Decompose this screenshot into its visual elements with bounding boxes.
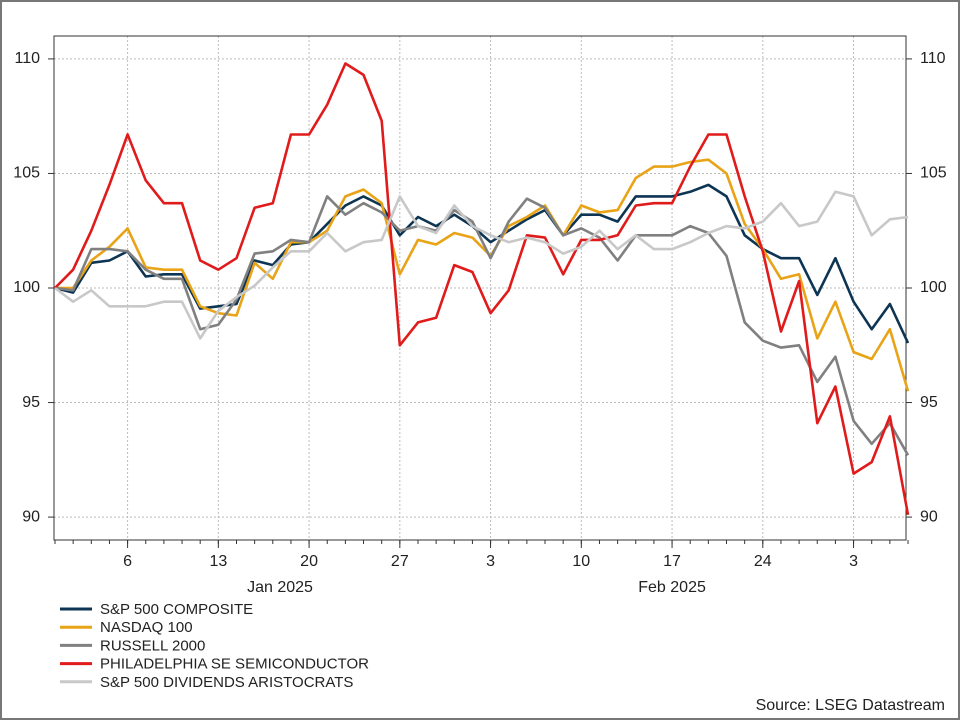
legend-label: S&P 500 COMPOSITE	[100, 601, 253, 618]
x-tick-label: 3	[849, 553, 858, 570]
y2-tick-label: 90	[920, 508, 938, 525]
legend-label: RUSSELL 2000	[100, 637, 205, 654]
y-tick-label: 95	[22, 394, 40, 411]
series-line	[54, 190, 909, 340]
y2-tick-label: 110	[920, 50, 946, 67]
x-tick-label: 13	[209, 553, 227, 570]
series-line	[55, 158, 910, 392]
y-tick-label: 110	[14, 50, 40, 67]
y2-tick-label: 95	[920, 394, 938, 411]
y2-tick-label: 105	[920, 165, 947, 182]
x-tick-label: 20	[300, 553, 318, 570]
x-tick-label: 3	[486, 553, 495, 570]
x-tick-label: 10	[572, 553, 590, 570]
series-line	[54, 195, 910, 456]
plot-frame	[53, 35, 907, 541]
legend-label: NASDAQ 100	[100, 619, 193, 636]
y-tick-label: 100	[13, 279, 40, 296]
y-tick-label: 105	[13, 165, 40, 182]
series-line	[54, 62, 910, 516]
legend-label: S&P 500 DIVIDENDS ARISTOCRATS	[100, 674, 353, 691]
legend-label: PHILADELPHIA SE SEMICONDUCTOR	[100, 656, 369, 673]
month-label: Feb 2025	[638, 579, 706, 596]
x-tick-label: 24	[754, 553, 772, 570]
y-tick-label: 90	[22, 508, 40, 525]
x-tick-label: 6	[123, 553, 132, 570]
x-tick-label: 17	[663, 553, 681, 570]
month-label: Jan 2025	[247, 579, 313, 596]
x-tick-label: 27	[391, 553, 409, 570]
y2-tick-label: 100	[920, 279, 947, 296]
source: Source: LSEG Datastream	[756, 697, 945, 714]
